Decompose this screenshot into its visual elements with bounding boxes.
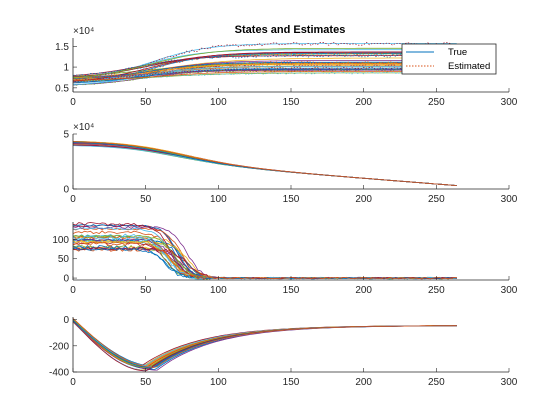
series-line [73, 67, 457, 81]
x-tick-label: 200 [355, 285, 372, 296]
x-tick-label: 200 [355, 194, 372, 205]
x-tick-label: 250 [428, 97, 445, 108]
x-tick-label: 250 [428, 377, 445, 388]
x-tick-label: 150 [283, 285, 300, 296]
series-line [73, 63, 457, 78]
x-tick-label: 300 [501, 285, 518, 296]
y-tick-label: 0 [63, 315, 69, 326]
y-tick-label: -200 [49, 341, 69, 352]
x-tick-label: 0 [70, 194, 76, 205]
figure-title: States and Estimates [235, 24, 346, 36]
legend-label-true: True [448, 47, 467, 58]
x-tick-label: 150 [283, 194, 300, 205]
legend-label-estimated: Estimated [448, 61, 490, 72]
x-tick-label: 50 [140, 285, 152, 296]
x-tick-label: 300 [501, 377, 518, 388]
y-tick-label: -400 [49, 368, 69, 379]
y-tick-label: 0 [63, 185, 69, 196]
y-tick-label: 5 [63, 130, 69, 141]
x-tick-label: 100 [210, 97, 227, 108]
y-tick-label: 100 [52, 235, 69, 246]
subplot-1-lines [73, 41, 457, 86]
y-tick-label: 1.5 [55, 42, 69, 53]
y-tick-label: 0 [63, 274, 69, 285]
y-tick-label: 0.5 [55, 83, 69, 94]
legend-box [401, 43, 497, 75]
series-line [73, 61, 457, 80]
x-tick-label: 100 [210, 194, 227, 205]
subplot-2-lines [73, 141, 457, 186]
estimate-line [73, 62, 457, 79]
series-line [73, 68, 457, 84]
x-tick-label: 100 [210, 377, 227, 388]
subplot-4-lines [73, 318, 457, 372]
series-line [73, 51, 457, 82]
y-tick-label: 1 [63, 63, 69, 74]
x-tick-label: 50 [140, 194, 152, 205]
legend: True Estimated [401, 43, 497, 75]
x-tick-label: 250 [428, 194, 445, 205]
subplot-1: 0 50 100 150 200 250 300 0.5 1 1.5 ×10⁴ [55, 26, 518, 108]
x-tick-label: 300 [501, 194, 518, 205]
estimate-line [73, 71, 457, 83]
series-line [73, 47, 457, 79]
x-tick-label: 50 [140, 377, 152, 388]
x-tick-label: 150 [283, 97, 300, 108]
x-tick-label: 250 [428, 285, 445, 296]
x-tick-label: 200 [355, 97, 372, 108]
x-tick-label: 0 [70, 97, 76, 108]
series-line [73, 242, 457, 280]
series-line [73, 141, 457, 186]
x-tick-label: 100 [210, 285, 227, 296]
subplot-3-lines [73, 222, 457, 280]
x-tick-label: 300 [501, 97, 518, 108]
x-tick-label: 150 [283, 377, 300, 388]
x-tick-label: 50 [140, 97, 152, 108]
series-line [73, 55, 457, 76]
x-tick-label: 0 [70, 377, 76, 388]
estimate-line [73, 65, 457, 80]
estimate-line [73, 54, 457, 76]
y-tick-label: 50 [58, 254, 70, 265]
series-line [73, 71, 457, 81]
y-exponent-label: ×10⁴ [73, 122, 94, 133]
x-tick-label: 200 [355, 377, 372, 388]
x-tick-label: 0 [70, 285, 76, 296]
subplot-2: 0 50 100 150 200 250 300 0 5 ×10⁴ [63, 122, 517, 205]
subplot-3: 0 50 100 150 200 250 300 0 50 100 [52, 222, 518, 296]
subplot-4: 0 50 100 150 200 250 300 0 -200 -400 [49, 315, 518, 388]
series-line [73, 318, 457, 368]
y-exponent-label: ×10⁴ [73, 26, 94, 37]
estimate-line [73, 69, 457, 78]
